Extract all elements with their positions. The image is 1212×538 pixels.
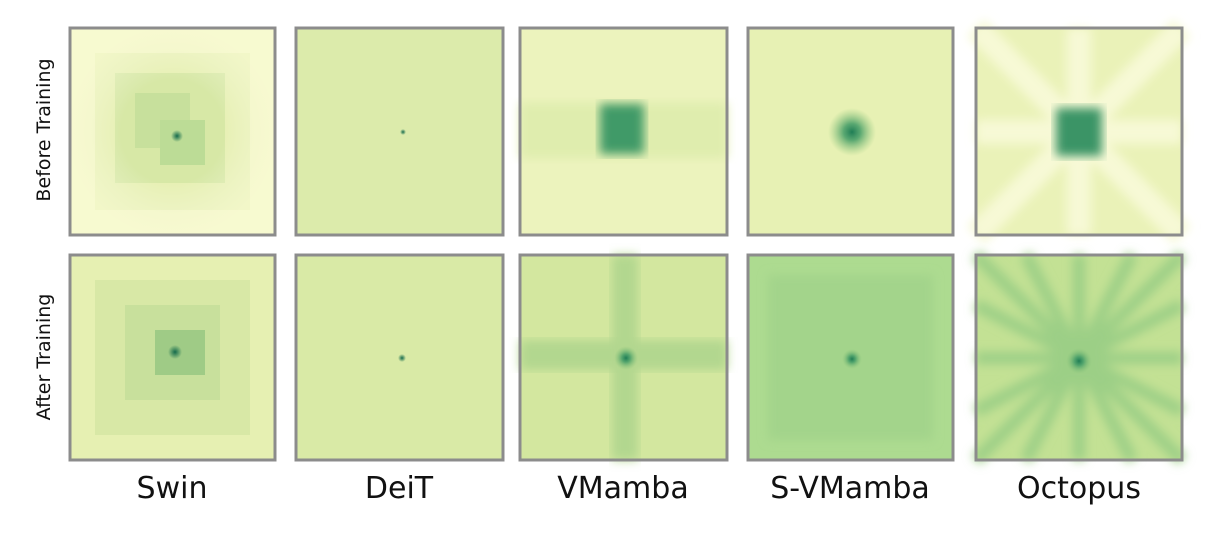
heatmap-panel <box>68 253 277 462</box>
heatmap-panel <box>746 26 955 237</box>
heatmap-panel <box>746 253 955 462</box>
column-label: S-VMamba <box>770 471 930 506</box>
column-label: DeiT <box>365 471 434 506</box>
heatmap-panel <box>294 26 505 237</box>
heatmap-panel <box>294 253 505 462</box>
row-label: Before Training <box>33 58 55 201</box>
heatmap-panel <box>971 250 1187 465</box>
heatmap-panel <box>967 19 1191 244</box>
row-label: After Training <box>33 294 55 421</box>
column-label: Octopus <box>1017 471 1141 506</box>
column-label: VMamba <box>557 471 688 506</box>
column-label: Swin <box>137 471 208 506</box>
heatmap-panel <box>518 253 729 462</box>
heatmap-panel <box>518 26 729 237</box>
heatmap-panel <box>68 26 277 237</box>
